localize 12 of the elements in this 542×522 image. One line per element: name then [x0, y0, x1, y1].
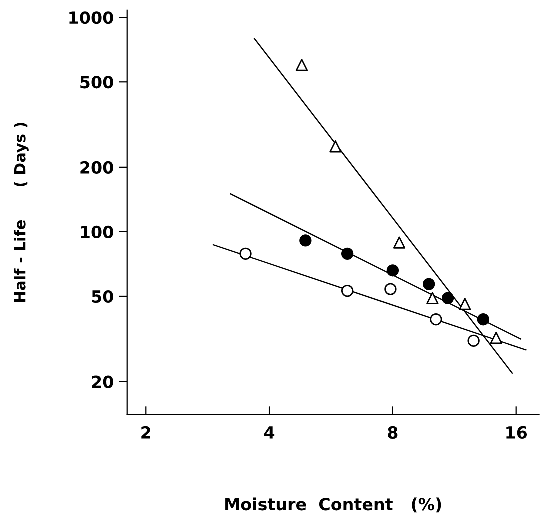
x-tick-label: 16 [506, 426, 528, 439]
x-tick-label: 8 [388, 426, 398, 439]
y-tick-label: 200 [80, 161, 114, 174]
y-tick-label: 1000 [70, 12, 114, 24]
x-axis-title: Moisture Content (%) [226, 498, 442, 513]
y-tick-label: 50 [92, 290, 114, 304]
x-tick-label: 2 [142, 426, 150, 439]
y-tick-label: 500 [80, 76, 114, 89]
y-tick-label: 20 [92, 376, 114, 388]
x-tick-label: 4 [264, 426, 275, 439]
y-tick-label: 100 [81, 226, 114, 239]
y-axis-title: Half - Life ( Days ) [14, 123, 29, 302]
